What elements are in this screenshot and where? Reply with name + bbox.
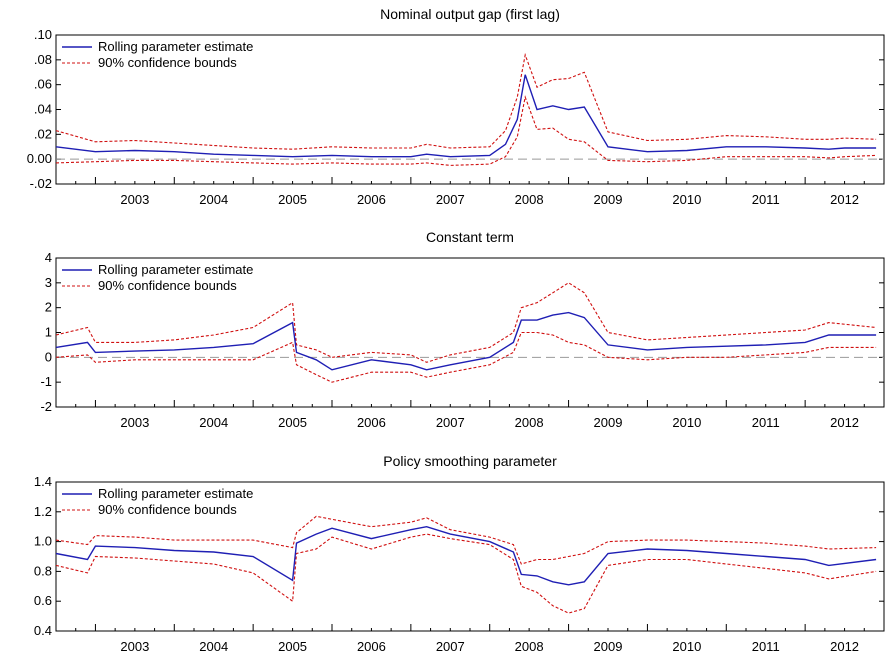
x-tick-label: 2005	[278, 639, 307, 654]
x-tick-label: 2003	[120, 415, 149, 430]
x-tick-label: 2010	[672, 639, 701, 654]
x-tick-label: 2010	[672, 415, 701, 430]
y-tick-label: .06	[34, 77, 52, 92]
x-tick-label: 2003	[120, 192, 149, 207]
y-tick-label: 3	[45, 275, 52, 290]
x-tick-label: 2007	[436, 192, 465, 207]
series-ci-lower	[55, 95, 877, 166]
chart-title: Constant term	[426, 229, 514, 245]
x-tick-label: 2004	[199, 639, 228, 654]
series-ci-upper	[55, 282, 877, 363]
y-tick-label: .02	[34, 126, 52, 141]
x-tick-label: 2006	[357, 639, 386, 654]
y-tick-label: 1	[45, 325, 52, 340]
x-tick-label: 2012	[830, 639, 859, 654]
chart-panel-1: Nominal output gap (first lag) -.02 0.00 .0…	[27, 6, 885, 207]
y-tick-label: .08	[34, 52, 52, 67]
legend-label-estimate: Rolling parameter estimate	[98, 486, 253, 501]
x-tick-label: 2010	[672, 192, 701, 207]
series-rolling-estimate	[55, 311, 877, 371]
series-ci-upper	[55, 515, 877, 565]
x-tick-label: 2008	[515, 415, 544, 430]
x-tick-label: 2012	[830, 415, 859, 430]
y-tick-label: -.02	[30, 176, 52, 191]
x-tick-label: 2004	[199, 415, 228, 430]
y-tick-label: 0	[45, 349, 52, 364]
legend-label-ci: 90% confidence bounds	[98, 55, 237, 70]
x-tick-label: 2011	[752, 415, 780, 430]
series-rolling-estimate	[55, 74, 877, 158]
chart-panel-3: Policy smoothing parameter 0.4 0.6 0.8 1.0 1.…	[34, 453, 885, 654]
chart-title: Policy smoothing parameter	[383, 453, 557, 469]
x-tick-label: 2011	[752, 639, 780, 654]
y-tick-label: -1	[40, 374, 52, 389]
x-tick-label: 2003	[120, 639, 149, 654]
x-tick-label: 2009	[594, 192, 623, 207]
y-tick-label: 0.8	[34, 563, 52, 578]
x-tick-label: 2009	[594, 639, 623, 654]
x-tick-label: 2011	[752, 192, 780, 207]
series-ci-lower	[55, 331, 877, 383]
legend-label-ci: 90% confidence bounds	[98, 278, 237, 293]
x-tick-label: 2005	[278, 192, 307, 207]
y-tick-label: 0.6	[34, 593, 52, 608]
series-rolling-estimate	[55, 525, 877, 586]
x-tick-label: 2005	[278, 415, 307, 430]
legend-label-estimate: Rolling parameter estimate	[98, 262, 253, 277]
x-tick-label: 2008	[515, 639, 544, 654]
chart-title: Nominal output gap (first lag)	[380, 6, 560, 22]
chart-panel-2: Constant term -2 -1 0 1 2 3 4 2003 2004 2005 2006 20…	[40, 229, 885, 430]
legend-label-ci: 90% confidence bounds	[98, 502, 237, 517]
y-tick-label: .04	[34, 102, 52, 117]
x-tick-label: 2007	[436, 639, 465, 654]
x-tick-label: 2012	[830, 192, 859, 207]
x-tick-label: 2009	[594, 415, 623, 430]
y-tick-label: 2	[45, 300, 52, 315]
x-tick-label: 2006	[357, 415, 386, 430]
y-tick-label: 1.0	[34, 534, 52, 549]
series-ci-upper	[55, 52, 877, 150]
series-ci-lower	[55, 533, 877, 614]
legend-label-estimate: Rolling parameter estimate	[98, 39, 253, 54]
x-tick-label: 2006	[357, 192, 386, 207]
x-tick-label: 2008	[515, 192, 544, 207]
x-tick-label: 2007	[436, 415, 465, 430]
y-tick-label: 0.4	[34, 623, 52, 638]
y-tick-label: -2	[40, 399, 52, 414]
y-tick-label: .10	[34, 27, 52, 42]
x-tick-label: 2004	[199, 192, 228, 207]
y-tick-label: 0.00	[27, 151, 52, 166]
y-tick-label: 1.4	[34, 474, 52, 489]
y-tick-label: 4	[45, 250, 52, 265]
y-tick-label: 1.2	[34, 504, 52, 519]
